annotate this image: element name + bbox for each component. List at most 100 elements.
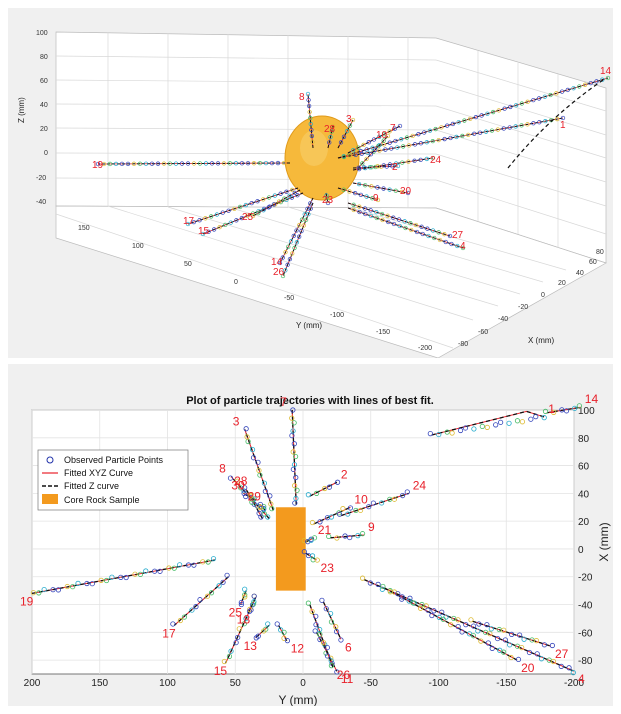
observed-particle-point xyxy=(488,626,494,632)
observed-particle-point-3d xyxy=(370,196,375,201)
observed-particle-point-3d xyxy=(501,126,506,131)
observed-particle-point-3d xyxy=(380,217,385,223)
observed-particle-point xyxy=(265,621,271,627)
observed-particle-point xyxy=(476,621,482,627)
observed-particle-point xyxy=(253,635,259,641)
observed-particle-point-3d xyxy=(226,208,231,213)
fitted-z-curve-3d xyxy=(282,202,314,277)
observed-particle-point-3d xyxy=(444,123,450,128)
observed-particle-point xyxy=(292,500,298,506)
observed-particle-point xyxy=(311,535,318,541)
observed-particle-point xyxy=(234,478,240,484)
observed-particle-point-3d xyxy=(385,133,391,139)
observed-particle-point xyxy=(427,431,433,437)
observed-particle-point-3d xyxy=(227,161,233,166)
traj-label-3d: 25 xyxy=(242,212,254,223)
observed-particle-point xyxy=(417,605,424,611)
observed-particle-point-3d xyxy=(410,133,415,139)
observed-particle-point xyxy=(517,632,523,638)
observed-particle-point xyxy=(290,428,296,434)
observed-particle-point xyxy=(370,500,377,506)
x-tick-label: 60 xyxy=(589,259,597,266)
fitted-z-curve-3d xyxy=(507,79,604,169)
observed-particle-point xyxy=(197,597,203,603)
observed-particle-point-3d xyxy=(267,204,272,209)
observed-particle-point-3d xyxy=(306,97,311,103)
observed-particle-point xyxy=(293,495,299,502)
observed-particle-point-3d xyxy=(131,161,137,166)
observed-particle-point xyxy=(429,612,435,619)
observed-particle-point-3d xyxy=(443,239,448,245)
legend-label: Fitted XYZ Curve xyxy=(64,468,133,478)
observed-particle-point xyxy=(274,621,280,627)
observed-particle-point xyxy=(459,629,465,635)
observed-particle-point-3d xyxy=(454,134,459,140)
z-tick-label: 100 xyxy=(36,30,48,37)
x-tick-label-2d: -100 xyxy=(428,678,448,689)
trajectory-label: 13 xyxy=(244,639,258,653)
observed-particle-point-3d xyxy=(385,213,390,218)
observed-particle-point-3d xyxy=(155,161,161,166)
observed-particle-point-3d xyxy=(341,134,347,139)
observed-particle-point xyxy=(98,577,104,583)
observed-particle-point-3d xyxy=(263,160,269,166)
traj-label-3d: 17 xyxy=(183,216,195,227)
traj-label-3d: 10 xyxy=(376,130,388,141)
observed-particle-point xyxy=(380,583,386,590)
fitted-z-curve xyxy=(363,578,575,672)
observed-particle-point xyxy=(210,556,217,562)
observed-particle-point xyxy=(317,626,323,633)
observed-particle-point-3d xyxy=(427,128,433,133)
observed-particle-point-3d xyxy=(412,158,417,163)
observed-particle-point-3d xyxy=(245,161,251,166)
observed-particle-point-3d xyxy=(460,133,465,139)
z-tick-label: 0 xyxy=(44,150,48,157)
observed-particle-point-3d xyxy=(325,198,330,203)
observed-particle-point xyxy=(292,483,298,489)
observed-particle-point xyxy=(423,603,429,609)
observed-particle-point xyxy=(407,595,413,601)
observed-particle-point xyxy=(103,577,110,584)
observed-particle-point-3d xyxy=(290,251,295,256)
fitted-z-curve-3d xyxy=(252,189,301,217)
observed-particle-point xyxy=(572,405,578,411)
fitted-z-curve xyxy=(31,559,216,595)
observed-particle-point xyxy=(305,492,311,498)
observed-particle-point-3d xyxy=(364,194,369,199)
observed-particle-point-3d xyxy=(285,262,290,267)
observed-particle-point xyxy=(41,586,47,593)
z-axis: 100 80 60 40 20 0 -20 -40 Z (mm) xyxy=(17,30,48,206)
x-tick-label-2d: 200 xyxy=(24,678,41,689)
observed-particle-point xyxy=(70,584,76,590)
observed-particle-point xyxy=(495,635,501,642)
observed-particle-point-3d xyxy=(594,79,599,84)
observed-particle-point xyxy=(241,621,247,627)
observed-particle-point xyxy=(242,594,248,600)
observed-particle-point-3d xyxy=(306,103,312,109)
observed-particle-point xyxy=(559,407,565,413)
observed-particle-point-3d xyxy=(191,219,196,225)
observed-particle-point-3d xyxy=(525,99,530,104)
x-axis-label: X (mm) xyxy=(528,336,555,345)
observed-particle-point xyxy=(314,557,320,563)
observed-particle-point xyxy=(75,580,81,586)
observed-particle-point-3d xyxy=(376,143,381,149)
observed-particle-point xyxy=(336,511,343,517)
y-tick-label-2d: -60 xyxy=(578,628,593,639)
observed-particle-point xyxy=(391,496,398,502)
observed-particle-point-3d xyxy=(277,260,283,266)
observed-particle-point-3d xyxy=(368,213,374,219)
chart-title: Plot of particle trajectories with lines… xyxy=(186,395,434,407)
observed-particle-point xyxy=(242,592,248,598)
observed-particle-point xyxy=(455,623,461,630)
chart-3d-panel: 100 80 60 40 20 0 -20 -40 Z (mm) 150 100… xyxy=(8,8,613,358)
traj-label-3d: 19 xyxy=(92,160,104,171)
observed-particle-point xyxy=(177,562,183,568)
observed-particle-point xyxy=(305,539,311,545)
observed-particle-point-3d xyxy=(375,197,381,203)
observed-particle-point xyxy=(320,640,327,646)
observed-particle-point-3d xyxy=(513,103,519,108)
observed-particle-point xyxy=(355,533,361,539)
observed-particle-point-3d xyxy=(325,200,331,206)
observed-particle-point xyxy=(455,617,461,623)
